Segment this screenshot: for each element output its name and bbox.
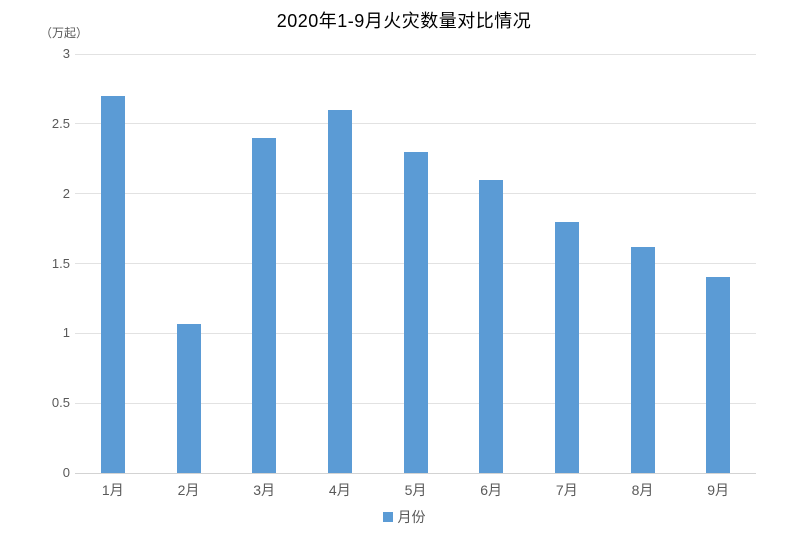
x-tick-label: 8月 [631,482,654,498]
x-tick-label: 9月 [707,482,730,498]
bar-1月 [100,95,125,473]
bar-7月 [554,221,579,473]
x-tick-label: 7月 [555,482,578,498]
gridline [75,53,756,55]
y-tick-label: 1.5 [51,255,70,271]
x-tick-label: 2月 [177,482,200,498]
y-tick-label: 0 [62,465,70,480]
bar-2月 [176,323,201,473]
y-axis-unit-label: （万起） [40,26,89,40]
plot-area [75,53,756,474]
legend-marker-icon [382,512,393,522]
y-tick-label: 0.5 [51,395,70,411]
bar-4月 [327,109,352,473]
gridline [75,123,756,125]
bar-3月 [252,137,277,473]
bar-6月 [479,179,504,473]
legend: 月份 [0,507,808,527]
x-tick-label: 5月 [404,482,427,498]
bar-8月 [630,246,655,473]
y-tick-label: 2 [62,185,70,201]
bar-9月 [706,277,731,473]
x-tick-label: 1月 [101,482,124,498]
x-axis-baseline [75,472,756,474]
chart-title: 2020年1-9月火灾数量对比情况 [276,11,532,31]
legend-label: 月份 [397,509,426,525]
y-tick-label: 3 [62,46,70,61]
x-tick-label: 4月 [328,482,351,498]
bar-5月 [403,151,428,473]
x-tick-label: 3月 [253,482,276,498]
y-tick-label: 1 [62,325,70,341]
x-tick-label: 6月 [480,482,503,498]
y-tick-label: 2.5 [51,115,70,131]
